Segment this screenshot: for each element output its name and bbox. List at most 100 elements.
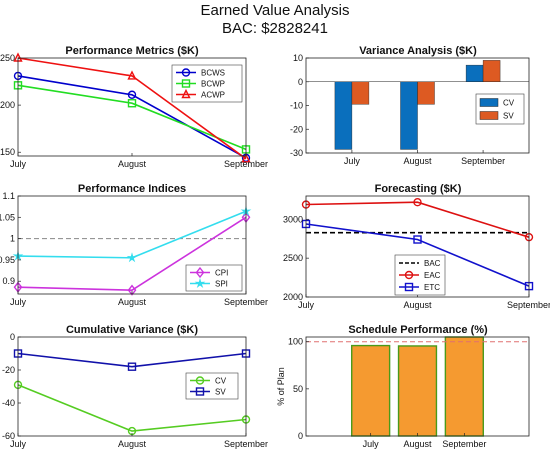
legend-entry-bcws: BCWS [201,69,225,78]
cumulative-variance-chart: Cumulative Variance ($K) -60 -40 -20 0 July A… [2,324,268,449]
figure-title: Earned Value Analysis [201,2,350,19]
legend-entry-cv-marker [195,376,205,385]
legend-entry-sv-marker [195,387,205,396]
legend-entry-bcwp-marker [181,79,191,88]
series-eac-line [305,201,530,238]
x-tick-label: August [118,439,147,449]
bar-august [397,345,438,437]
schedule-performance-chart: Schedule Performance (%) 0 50 100 July Augus… [276,324,530,449]
performance-indices-chart: Performance Indices 0.9 0.95 1 1.05 1.1 July A… [0,183,268,307]
schedule-performance-title: Schedule Performance (%) [348,324,488,336]
legend-entry-cv: CV [215,377,227,386]
legend-entry-spi-marker [194,277,206,288]
x-tick-label: August [403,156,432,166]
bar-september [444,336,484,437]
performance-metrics-title: Performance Metrics ($K) [65,45,199,57]
y-tick-label: 1.05 [0,212,15,222]
y-tick-label: 2000 [283,292,303,302]
legend-entry-eac: EAC [424,271,441,280]
performance-indices-title: Performance Indices [78,183,186,195]
variance-analysis-title: Variance Analysis ($K) [359,45,477,57]
series-etc-point [413,235,422,244]
y-tick-label: 250 [0,53,15,63]
legend-entry-cv-swatch [479,98,499,107]
bar-cv-july [334,81,353,150]
forecasting-title: Forecasting ($K) [375,183,462,195]
series-cpi-point [127,284,137,296]
legend-entry-etc-marker [404,282,414,292]
x-tick-label: July [10,297,27,307]
y-tick-label: -60 [2,431,15,441]
y-tick-label: 50 [293,384,303,394]
y-tick-label: 0.9 [2,276,15,286]
series-cpi-line [17,216,247,292]
y-tick-label: 2500 [283,253,303,263]
x-tick-label: August [118,159,147,169]
x-tick-label: July [344,156,361,166]
bar-cv-september [465,64,484,82]
x-tick-label: September [224,439,268,449]
bar-sv-september [482,60,501,82]
legend-entry-acwp: ACWP [201,91,225,100]
legend-entry-bcws-marker [181,68,191,77]
series-acwp-point [241,153,251,163]
y-tick-label: 0 [298,431,303,441]
series-cv-line [17,384,247,432]
legend-entry-acwp-marker [181,88,191,99]
y-tick-label: 1.1 [2,191,15,201]
x-tick-label: September [224,159,268,169]
legend-entry-cv: CV [503,99,515,108]
bar-sv-july [351,81,370,105]
figure-subtitle: BAC: $2828241 [222,20,328,37]
y-tick-label: 1 [10,234,15,244]
series-acwp-line [17,57,247,160]
y-tick-label: 150 [0,147,15,157]
bar-july [351,344,391,437]
y-tick-label: -10 [290,101,303,111]
legend-entry-bcwp: BCWP [201,80,225,89]
cumulative-variance-title: Cumulative Variance ($K) [66,324,198,336]
forecasting-chart: Forecasting ($K) 2000 2500 3000 July August S… [283,183,550,310]
legend-entry-bac: BAC [424,259,441,268]
series-bcwp-line [17,84,247,151]
series-sv-line [17,352,247,368]
series-bcws-point [127,90,137,99]
x-tick-label: September [224,297,268,307]
legend-entry-spi: SPI [215,280,228,289]
series-etc-line [305,223,530,287]
y-tick-label: 200 [0,100,15,110]
x-tick-label: July [363,439,380,449]
y-tick-label: -20 [290,124,303,134]
legend-entry-etc: ETC [424,283,440,292]
x-tick-label: August [403,300,432,310]
legend-entry-sv: SV [215,388,226,397]
y-tick-label: 100 [288,337,303,347]
x-tick-label: July [10,159,27,169]
y-tick-label: 0.95 [0,255,15,265]
series-eac-point [413,198,422,207]
bar-cv-august [400,81,418,150]
series-spi-point [126,252,138,263]
legend-entry-cpi-marker [195,266,205,279]
y-tick-label: -20 [2,365,15,375]
y-tick-label: 0 [10,332,15,342]
legend-entry-eac-marker [404,270,414,280]
y-axis-label: % of Plan [276,367,286,406]
performance-metrics-chart: Performance Metrics ($K) 150 200 250 July Au… [0,45,268,169]
y-tick-label: -30 [290,148,303,158]
x-tick-label: September [461,156,505,166]
x-tick-label: August [403,439,432,449]
legend-entry-sv: SV [503,112,514,121]
legend-box [185,264,243,292]
series-acwp-point [127,70,137,80]
x-tick-label: September [442,439,486,449]
y-tick-label: -40 [2,398,15,408]
y-tick-label: 3000 [283,214,303,224]
x-tick-label: August [118,297,147,307]
series-sv-point [127,362,137,371]
bar-sv-august [417,81,435,105]
legend-entry-cpi: CPI [215,269,228,278]
x-tick-label: September [507,300,550,310]
variance-analysis-chart: Variance Analysis ($K) -30 -20 -10 0 10 July A… [290,45,530,166]
